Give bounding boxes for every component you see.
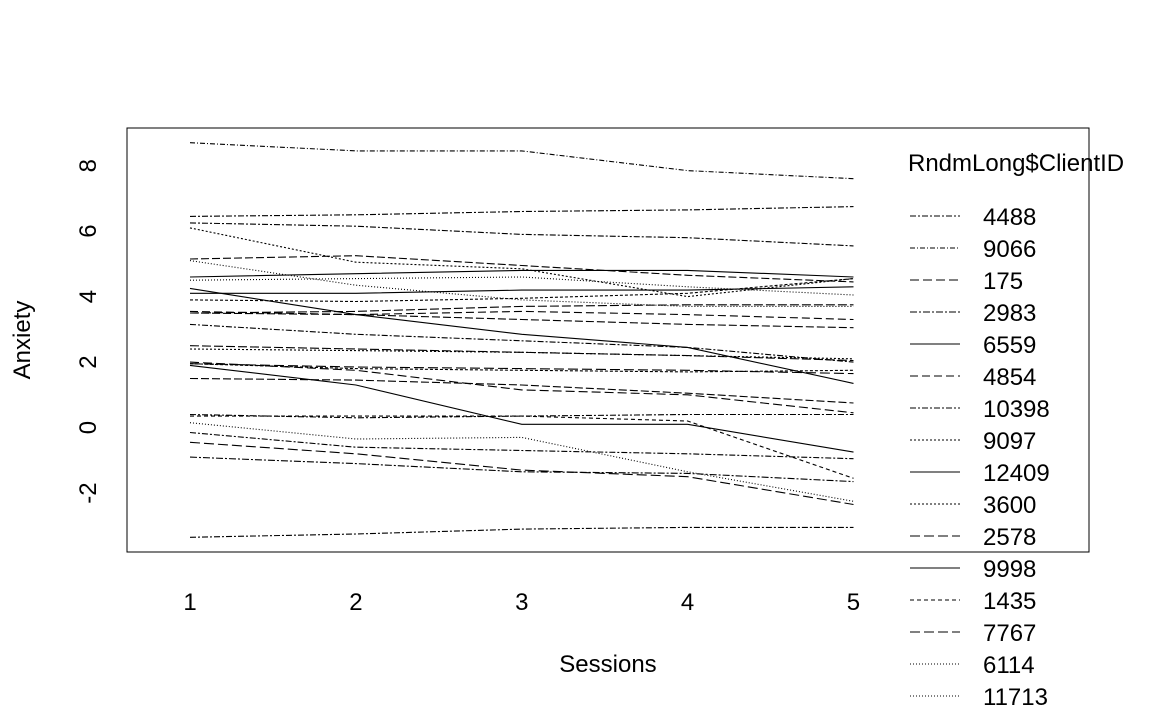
y-axis-label: Anxiety [9,301,36,380]
series-line-7767 [189,441,854,506]
legend-title: RndmLong$ClientID [908,150,1124,177]
x-tick-label: 3 [515,589,528,616]
series-line-11713 [189,260,854,307]
legend-label: 12409 [983,460,1050,487]
series-line-4488 [189,206,854,217]
legend-label: 10398 [983,396,1050,423]
series-line-3600 [189,348,854,360]
series-line-10398 [189,526,854,538]
y-tick-label: 4 [75,290,102,303]
legend-label: 2578 [983,524,1036,551]
x-tick-label: 5 [847,589,860,616]
x-tick-label: 4 [681,589,694,616]
series-line-6559 [190,286,854,294]
unlabeled-series-line [189,345,854,362]
x-axis: 1 2 3 4 5 [183,589,860,616]
y-tick-label: 6 [75,224,102,237]
legend-label: 4488 [983,204,1036,231]
legend-label: 7767 [983,620,1036,647]
y-tick-label: 2 [75,355,102,368]
legend-label: 9998 [983,556,1036,583]
legend-label: 6559 [983,332,1036,359]
unlabeled-series-line [189,287,854,384]
legend-label: 4854 [983,364,1036,391]
series-line-12409 [189,269,854,278]
x-tick-label: 2 [349,589,362,616]
legend-label: 9097 [983,428,1036,455]
series-line-6114 [189,422,854,502]
y-tick-label: -2 [75,482,102,503]
unlabeled-series-line [189,276,854,296]
unlabeled-series-line [189,323,854,363]
unlabeled-series-line [189,278,854,303]
unlabeled-series-line [189,413,854,419]
legend-label: 3600 [983,492,1036,519]
y-tick-label: 0 [75,421,102,434]
series-lines [189,142,854,538]
series-line-9097 [189,227,854,298]
series-line-1435 [190,415,854,479]
legend-label: 1435 [983,588,1036,615]
legend-label: 11713 [983,684,1048,711]
plot-area-box [126,127,1090,553]
legend-label: 175 [983,268,1023,295]
legend-label: 9066 [983,236,1036,263]
series-line-175 [189,361,854,414]
legend: RndmLong$ClientID 4488 9066 175 2983 6559 485… [908,150,1124,711]
series-line-9066 [189,142,854,180]
series-line-2983 [189,456,854,483]
unlabeled-series-line [189,377,854,404]
unlabeled-series-line [189,363,854,373]
series-line-4854 [189,310,854,321]
legend-label: 6114 [983,652,1035,679]
unlabeled-series-line [189,312,854,329]
unlabeled-series-line [189,222,854,247]
legend-label: 2983 [983,300,1036,327]
unlabeled-series-line [189,255,854,283]
y-axis: -2 0 2 4 6 8 [75,159,128,504]
y-tick-label: 8 [75,159,102,172]
unlabeled-series-line [189,304,854,314]
x-tick-label: 1 [183,589,196,616]
series-line-9998 [189,364,854,453]
x-axis-label: Sessions [559,651,656,678]
series-line-2578 [189,363,854,375]
unlabeled-series-line [189,431,854,460]
